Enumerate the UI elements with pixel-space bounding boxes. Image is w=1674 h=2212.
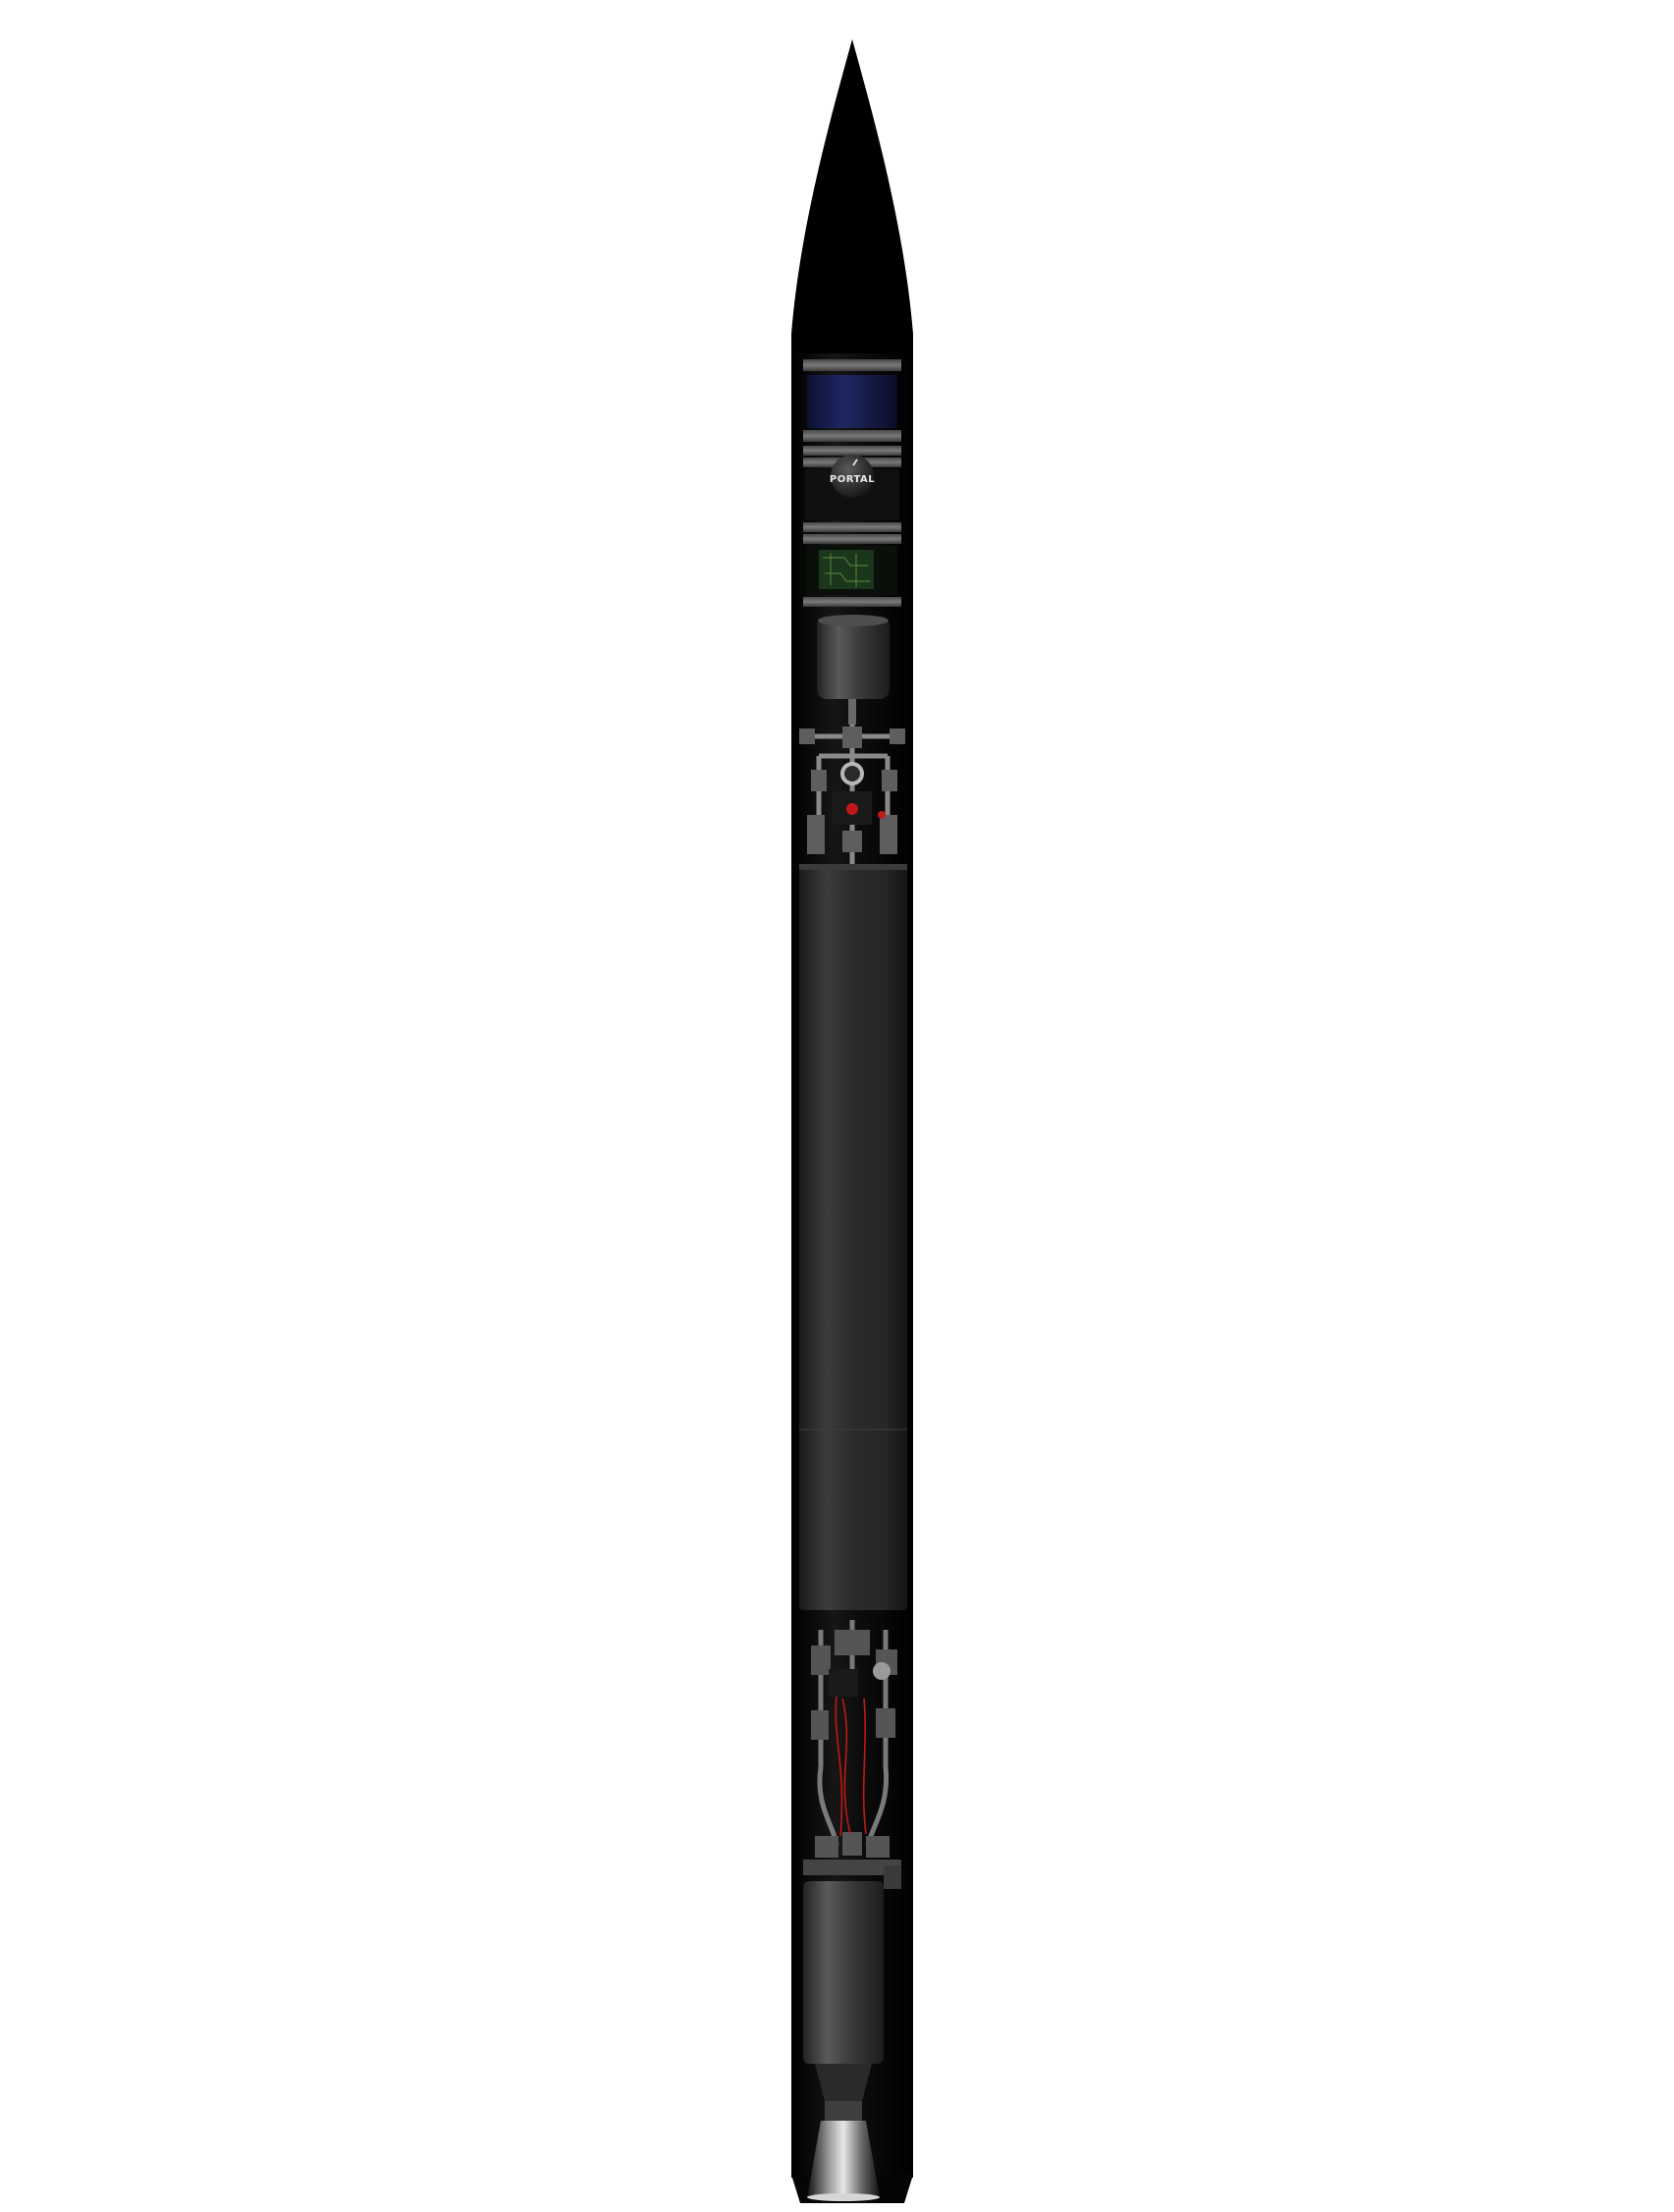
pressurant-bottle <box>817 615 890 725</box>
upper-fittings <box>799 727 905 854</box>
circuit-board <box>819 550 874 589</box>
logo-text: PORTAL <box>830 474 875 485</box>
propellant-tank <box>799 864 907 1610</box>
wiring <box>835 1696 867 1837</box>
nozzle <box>807 2101 880 2201</box>
lower-fittings <box>811 1630 897 1858</box>
portal-logo <box>831 455 874 498</box>
combustion-chamber <box>803 1860 901 2101</box>
payload-section: PORTAL <box>803 359 901 607</box>
nose-cone <box>791 39 913 355</box>
